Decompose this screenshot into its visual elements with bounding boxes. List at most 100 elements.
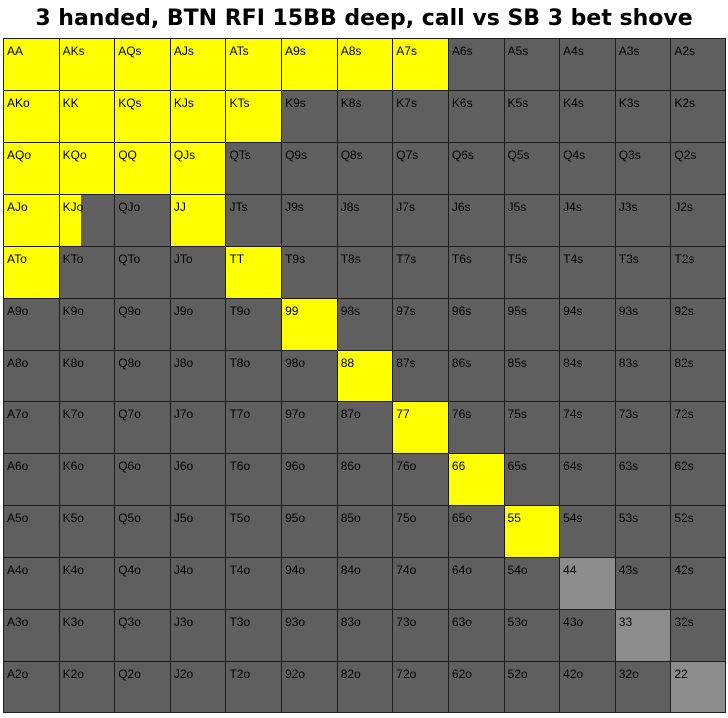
grid-line-horizontal: [3, 193, 726, 195]
hand-cell-ATs: ATs: [225, 38, 282, 90]
hand-label: Q3s: [618, 147, 641, 162]
hand-label: 94s: [563, 303, 583, 318]
hand-cell-AQs: AQs: [114, 38, 170, 90]
hand-label: Q2o: [118, 667, 141, 682]
hand-cell-T5s: T5s: [503, 245, 560, 298]
hand-cell-QQ: QQ: [114, 141, 170, 194]
hand-cell-K9o: K9o: [58, 297, 115, 350]
hand-label: J5o: [173, 511, 194, 526]
hand-label: 76s: [451, 407, 472, 422]
hand-label: 62o: [451, 667, 472, 682]
hand-label: AKo: [7, 95, 30, 110]
hand-label: A3o: [7, 615, 29, 630]
hand-cell-93o: 93o: [281, 609, 337, 662]
hand-label: 75o: [396, 511, 417, 526]
hand-cell-J7s: J7s: [392, 193, 448, 246]
hand-label: 43s: [618, 563, 639, 578]
grid-line-vertical: [725, 38, 726, 713]
hand-label: Q8s: [340, 147, 363, 162]
hand-label: 96o: [285, 459, 306, 474]
hand-cell-52s: 52s: [670, 505, 726, 558]
hand-cell-Q5s: Q5s: [503, 141, 560, 194]
hand-cell-KJs: KJs: [169, 89, 226, 142]
hand-cell-62s: 62s: [670, 453, 726, 506]
hand-cell-44: 44: [559, 557, 615, 610]
hand-cell-86s: 86s: [447, 349, 504, 402]
call-fill: [336, 38, 393, 90]
grid-line-horizontal: [3, 505, 726, 507]
call-fill: [3, 245, 59, 298]
call-fill: [169, 89, 226, 142]
hand-label: K4s: [563, 95, 584, 110]
hand-cell-92s: 92s: [670, 297, 726, 350]
hand-label: 98o: [285, 355, 306, 370]
hand-cell-J8s: J8s: [336, 193, 393, 246]
hand-label: AKs: [62, 44, 85, 58]
hand-cell-86o: 86o: [336, 453, 393, 506]
grid-line-vertical: [670, 38, 672, 713]
hand-label: 94o: [285, 563, 306, 578]
hand-cell-96o: 96o: [281, 453, 337, 506]
hand-label: ATo: [7, 251, 27, 266]
grid-line-vertical: [3, 38, 4, 713]
hand-label: 64o: [451, 563, 472, 578]
hand-label: J7s: [396, 199, 415, 214]
hand-label: A7o: [7, 407, 29, 422]
hand-label: AQs: [118, 44, 142, 58]
call-fill: [169, 38, 226, 90]
hand-cell-54s: 54s: [559, 505, 615, 558]
hand-cell-A9s: A9s: [281, 38, 337, 90]
hand-cell-Q6s: Q6s: [447, 141, 504, 194]
hand-label: 74s: [563, 407, 583, 422]
hand-cell-K8s: K8s: [336, 89, 393, 142]
hand-label: K8s: [340, 95, 362, 110]
hand-label: A9s: [285, 44, 306, 58]
hand-cell-Q8o: Q8o: [114, 349, 170, 402]
hand-label: 93o: [285, 615, 306, 630]
hand-label: 83s: [618, 355, 639, 370]
hand-label: KQs: [118, 95, 142, 110]
hand-label: 43o: [563, 615, 584, 630]
hand-label: J2s: [674, 199, 694, 214]
hand-cell-A3o: A3o: [3, 609, 59, 662]
hand-cell-J6o: J6o: [169, 453, 226, 506]
hand-cell-75o: 75o: [392, 505, 448, 558]
hand-cell-76o: 76o: [392, 453, 448, 506]
hand-range-grid: AA AKs AQs AJs ATs A9s A8s A7s A6s A5s A4s A3s A2s AK…: [3, 38, 726, 713]
hand-cell-84o: 84o: [336, 557, 393, 610]
hand-cell-A6o: A6o: [3, 453, 59, 506]
hand-cell-77: 77: [392, 401, 448, 454]
hand-cell-Q5o: Q5o: [114, 505, 170, 558]
hand-cell-J3s: J3s: [614, 193, 671, 246]
hand-cell-K9s: K9s: [281, 89, 337, 142]
hand-cell-AQo: AQo: [3, 141, 59, 194]
hand-label: 62s: [674, 459, 694, 474]
hand-label: 22: [674, 667, 688, 682]
grid-line-horizontal: [3, 141, 726, 143]
hand-label: 42s: [674, 563, 694, 578]
hand-cell-AA: AA: [3, 38, 59, 90]
hand-cell-54o: 54o: [503, 557, 560, 610]
hand-cell-JTs: JTs: [225, 193, 282, 246]
hand-label: K5o: [62, 511, 84, 526]
hand-cell-KJo: KJo: [58, 193, 115, 246]
hand-label: 98s: [340, 303, 361, 318]
hand-label: JTo: [173, 251, 193, 266]
hand-cell-82s: 82s: [670, 349, 726, 402]
hand-label: A8s: [340, 44, 362, 58]
call-fill: [392, 401, 448, 454]
hand-cell-J4s: J4s: [559, 193, 615, 246]
hand-cell-A4o: A4o: [3, 557, 59, 610]
hand-cell-52o: 52o: [503, 661, 560, 713]
hand-label: 33: [618, 615, 633, 630]
hand-label: 83o: [340, 615, 361, 630]
hand-cell-T9s: T9s: [281, 245, 337, 298]
grid-line-vertical: [281, 38, 283, 713]
hand-cell-73o: 73o: [392, 609, 448, 662]
hand-label: 65s: [507, 459, 527, 474]
hand-cell-T8o: T8o: [225, 349, 282, 402]
hand-label: 77: [396, 407, 410, 422]
hand-cell-QTo: QTo: [114, 245, 170, 298]
hand-label: 42o: [563, 667, 584, 682]
hand-label: A7s: [396, 44, 417, 58]
